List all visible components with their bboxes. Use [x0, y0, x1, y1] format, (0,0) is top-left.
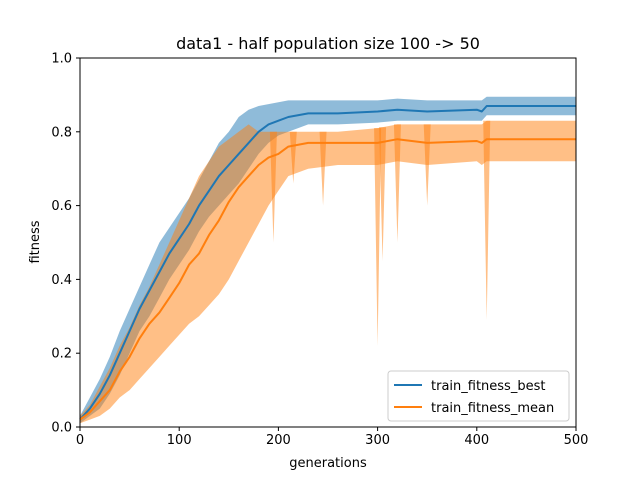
y-tick-label: 0.8	[51, 125, 72, 140]
y-tick-label: 0.6	[51, 199, 72, 214]
line-train_fitness_best	[79, 105, 576, 421]
chart-title: data1 - half population size 100 -> 50	[176, 34, 480, 53]
x-tick-label: 200	[266, 433, 291, 448]
band-dip	[483, 120, 491, 320]
legend-box	[387, 370, 570, 422]
legend-label-best: train_fitness_best	[431, 379, 545, 394]
x-tick-label: 300	[365, 433, 390, 448]
line-train_fitness_mean	[79, 138, 576, 421]
series-lines	[79, 105, 576, 421]
band-dip	[393, 124, 401, 243]
legend-label-mean: train_fitness_mean	[431, 401, 554, 416]
x-tick-label: 0	[76, 433, 84, 448]
x-tick-label: 100	[167, 433, 192, 448]
band-dip	[379, 127, 387, 261]
uncertainty-bands	[80, 96, 576, 424]
y-axis-ticks: 0.0 0.2 0.4 0.6 0.8 1.0	[51, 52, 80, 436]
band-dip	[269, 131, 277, 243]
x-axis-label: generations	[289, 456, 367, 471]
band-dip	[423, 124, 431, 206]
x-tick-label: 400	[464, 433, 489, 448]
band-dip	[374, 128, 382, 346]
y-tick-label: 0.4	[51, 273, 72, 288]
y-tick-label: 1.0	[51, 52, 72, 67]
y-tick-label: 0.0	[51, 421, 72, 436]
band-dip	[319, 131, 327, 206]
x-tick-label: 500	[564, 433, 589, 448]
y-axis-label: fitness	[28, 220, 43, 263]
band-train_fitness_mean	[80, 120, 576, 424]
x-axis-ticks: 0 100 200 300 400 500	[76, 427, 589, 448]
legend: train_fitness_best train_fitness_mean	[387, 370, 570, 422]
plot-frame	[79, 57, 577, 428]
y-tick-label: 0.2	[51, 347, 72, 362]
